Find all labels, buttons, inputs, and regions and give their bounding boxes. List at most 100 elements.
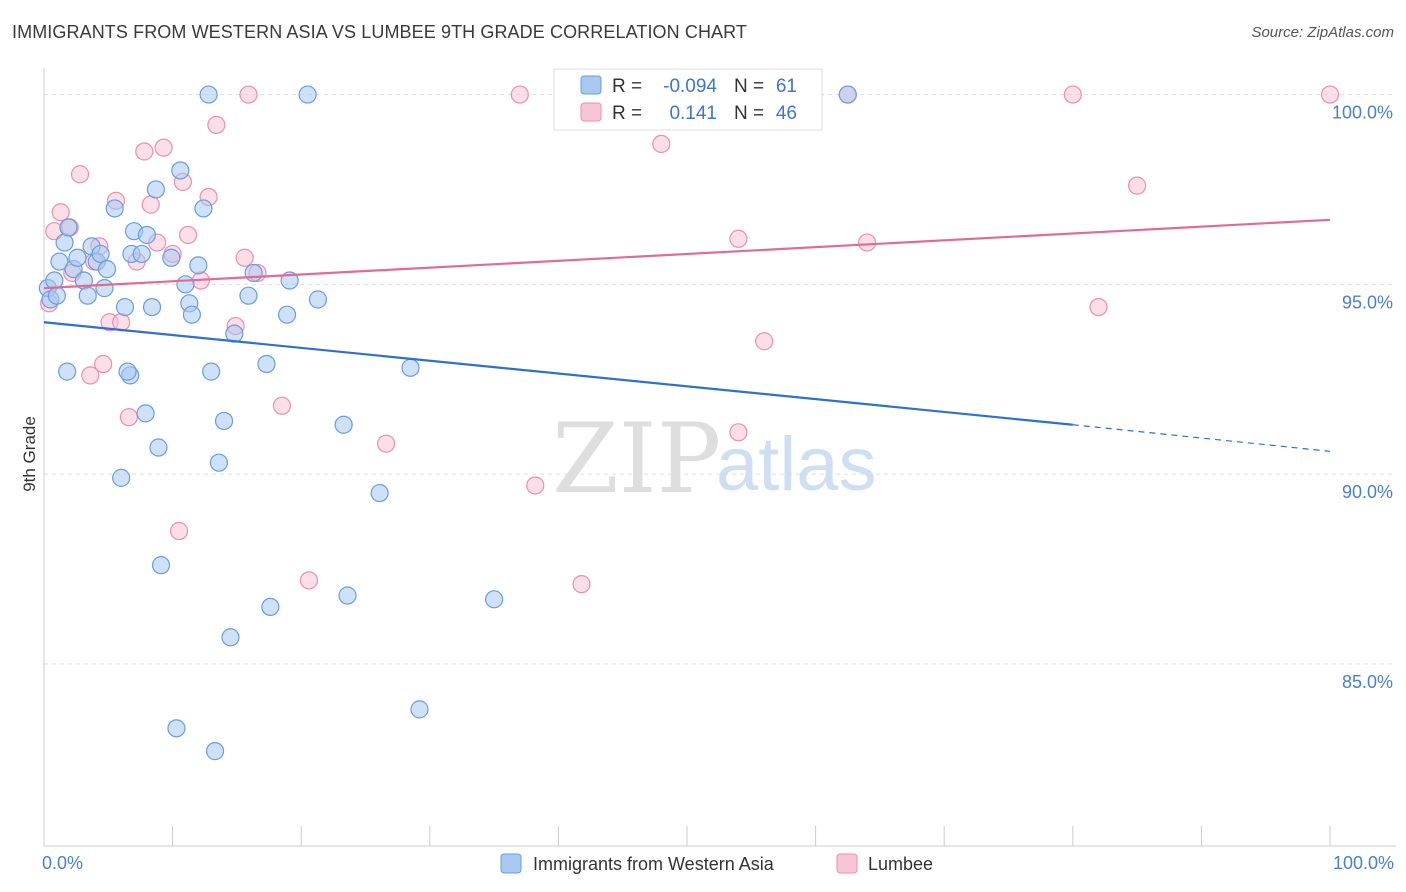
lumbee-point xyxy=(1089,297,1108,317)
lumbee-point xyxy=(526,476,545,495)
lumbee-point xyxy=(119,408,138,427)
western-asia-point xyxy=(308,290,328,309)
x-ticks xyxy=(43,826,1331,846)
lumbee-point xyxy=(235,248,254,267)
stats-legend: R = -0.094 N = 61 R = 0.141 N = 46 xyxy=(553,68,823,131)
western-asia-point xyxy=(214,411,234,431)
western-asia-point xyxy=(298,85,317,104)
western-asia-point xyxy=(401,358,420,377)
western-asia-point xyxy=(95,279,114,298)
stats-swatch-pink xyxy=(580,102,602,122)
western-asia-point xyxy=(50,252,69,271)
chart-source: Source: ZipAtlas.com xyxy=(1251,24,1394,41)
western-asia-point xyxy=(112,468,131,487)
lumbee-point xyxy=(729,423,748,442)
lumbee-point xyxy=(572,575,591,594)
western-asia-point xyxy=(370,483,389,503)
western-asia-point xyxy=(334,415,353,434)
western-asia-point xyxy=(485,590,504,609)
y-tick-label: 100.0% xyxy=(1332,103,1393,123)
western-asia-point xyxy=(78,286,97,305)
western-asia-point xyxy=(142,297,162,317)
axes xyxy=(43,68,1396,847)
western-asia-point xyxy=(209,453,228,472)
lumbee-point xyxy=(1320,85,1340,104)
western-asia-point xyxy=(118,362,137,381)
lumbee-point xyxy=(299,571,319,590)
lumbee-point xyxy=(207,115,226,135)
western-asia-point xyxy=(244,263,263,283)
stats-n-label-blue: N = xyxy=(734,76,764,97)
western-asia-point xyxy=(167,719,186,738)
y-tick-labels: 85.0% 90.0% 95.0% 100.0% xyxy=(1332,103,1393,692)
western-asia-point xyxy=(205,742,225,761)
y-tick-label: 85.0% xyxy=(1342,672,1393,692)
western-asia-point xyxy=(194,199,213,218)
western-asia-point xyxy=(136,404,155,423)
lumbee-point xyxy=(729,229,748,248)
western-asia-point xyxy=(146,180,165,199)
legend-label-western-asia: Immigrants from Western Asia xyxy=(533,854,775,874)
western-asia-point xyxy=(221,628,240,647)
western-asia-point xyxy=(410,700,429,719)
lumbee-point xyxy=(51,203,70,222)
lumbee-point xyxy=(81,366,100,385)
western-asia-point xyxy=(47,286,66,305)
x-tick-label-min: 0.0% xyxy=(42,853,83,873)
y-axis-label: 9th Grade xyxy=(20,416,39,492)
lumbee-point xyxy=(652,134,671,154)
western-asia-point xyxy=(162,248,181,267)
lumbee-trend-line xyxy=(43,218,1331,290)
y-tick-label: 90.0% xyxy=(1342,482,1393,502)
stats-r-value-blue: -0.094 xyxy=(663,76,717,97)
western-asia-point xyxy=(199,85,218,104)
legend-swatch-western-asia xyxy=(500,853,522,874)
western-asia-point xyxy=(202,362,221,381)
western-asia-point xyxy=(149,438,168,457)
lumbee-point xyxy=(70,165,90,184)
lumbee-point xyxy=(141,195,160,214)
stats-r-label-blue: R = xyxy=(612,76,642,97)
western-asia-point xyxy=(59,218,78,237)
lumbee-point xyxy=(169,521,189,541)
series-legend: Immigrants from Western Asia Lumbee xyxy=(500,853,933,874)
stats-swatch-blue xyxy=(580,75,602,95)
stats-n-value-pink: 46 xyxy=(776,103,797,124)
lumbee-point xyxy=(178,225,198,245)
legend-swatch-lumbee xyxy=(836,853,858,874)
western-asia-point xyxy=(137,225,156,245)
lumbee-point xyxy=(94,354,113,374)
lumbee-point xyxy=(135,142,154,161)
lumbee-point xyxy=(272,396,292,415)
western-asia-point xyxy=(239,286,258,305)
western-asia-trend-extension xyxy=(1072,424,1331,452)
y-tick-label: 95.0% xyxy=(1342,292,1393,312)
lumbee-point xyxy=(239,85,258,104)
lumbee-point xyxy=(112,313,131,332)
stats-n-label-pink: N = xyxy=(734,103,764,124)
watermark-zip: ZIP xyxy=(552,403,721,515)
western-asia-point xyxy=(55,233,74,252)
lumbee-point xyxy=(755,332,774,351)
western-asia-point xyxy=(151,556,171,575)
western-asia-point xyxy=(132,244,151,264)
western-asia-point xyxy=(257,354,276,374)
western-asia-point xyxy=(261,597,280,617)
stats-r-value-pink: 0.141 xyxy=(669,103,717,124)
western-asia-trend-line xyxy=(43,321,1073,426)
western-asia-point xyxy=(97,260,117,279)
western-asia-point xyxy=(838,85,857,104)
lumbee-point xyxy=(376,434,396,453)
lumbee-point xyxy=(1127,176,1147,195)
lumbee-point xyxy=(857,233,877,252)
western-asia-point xyxy=(277,305,297,324)
western-asia-point xyxy=(171,161,190,180)
lumbee-point xyxy=(154,138,173,157)
western-asia-point xyxy=(338,586,357,605)
lumbee-point xyxy=(510,85,529,104)
western-asia-point xyxy=(189,256,208,275)
x-tick-label-max: 100.0% xyxy=(1333,853,1394,873)
western-asia-point xyxy=(176,275,195,294)
grid-lines xyxy=(44,94,1396,665)
